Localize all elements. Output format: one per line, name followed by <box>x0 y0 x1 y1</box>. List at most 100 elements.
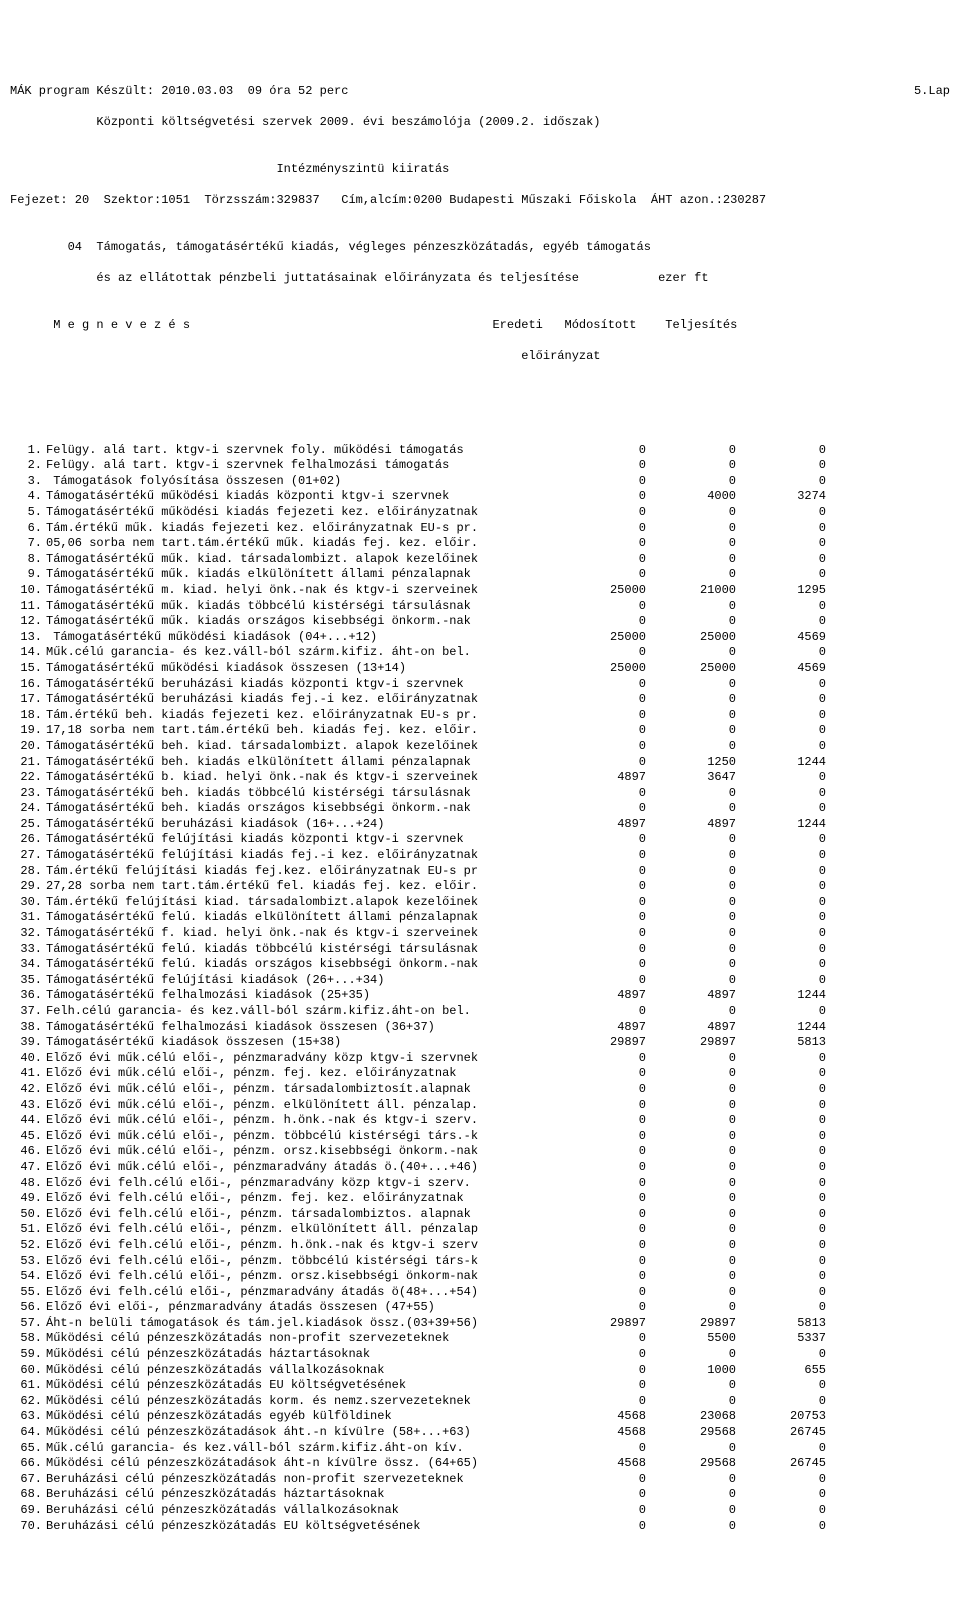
row-description: Támogatásértékű beh. kiad. társadalombiz… <box>46 739 556 755</box>
row-description: Támogatásértékű felhalmozási kiadások ös… <box>46 1020 556 1036</box>
row-number: 63. <box>10 1409 46 1425</box>
row-description: Támogatásértékű kiadások összesen (15+38… <box>46 1035 556 1051</box>
row-value-a: 0 <box>556 723 646 739</box>
row-value-b: 3647 <box>646 770 736 786</box>
row-value-c: 1295 <box>736 583 826 599</box>
row-value-b: 0 <box>646 1378 736 1394</box>
table-row: 17.Támogatásértékű beruházási kiadás fej… <box>10 692 950 708</box>
row-value-b: 21000 <box>646 583 736 599</box>
row-value-c: 0 <box>736 1066 826 1082</box>
row-number: 34. <box>10 957 46 973</box>
row-description: Támogatások folyósítása összesen (01+02) <box>46 474 556 490</box>
row-value-b: 0 <box>646 474 736 490</box>
row-value-c: 4569 <box>736 630 826 646</box>
row-value-c: 0 <box>736 1129 826 1145</box>
row-number: 65. <box>10 1441 46 1457</box>
row-description: Működési célú pénzeszközátadások áht-n k… <box>46 1456 556 1472</box>
row-value-b: 29568 <box>646 1425 736 1441</box>
table-row: 33.Támogatásértékű felú. kiadás többcélú… <box>10 942 950 958</box>
row-value-a: 0 <box>556 801 646 817</box>
blank-line <box>10 380 950 396</box>
table-row: 53.Előző évi felh.célú elői-, pénzm. töb… <box>10 1254 950 1270</box>
table-row: 36.Támogatásértékű felhalmozási kiadások… <box>10 988 950 1004</box>
row-value-a: 0 <box>556 692 646 708</box>
table-row: 48.Előző évi felh.célú elői-, pénzmaradv… <box>10 1176 950 1192</box>
row-value-c: 0 <box>736 521 826 537</box>
row-value-a: 0 <box>556 1285 646 1301</box>
row-number: 18. <box>10 708 46 724</box>
row-description: Előző évi műk.célú elői-, pénzm. orsz.ki… <box>46 1144 556 1160</box>
row-value-a: 0 <box>556 957 646 973</box>
row-value-c: 0 <box>736 926 826 942</box>
row-number: 23. <box>10 786 46 802</box>
row-number: 22. <box>10 770 46 786</box>
row-description: Támogatásértékű beh. kiadás többcélú kis… <box>46 786 556 802</box>
row-value-b: 0 <box>646 786 736 802</box>
row-value-c: 0 <box>736 1487 826 1503</box>
row-number: 44. <box>10 1113 46 1129</box>
row-value-c: 3274 <box>736 489 826 505</box>
row-description: 05,06 sorba nem tart.tám.értékű műk. kia… <box>46 536 556 552</box>
row-description: Előző évi műk.célú elői-, pénzmaradvány … <box>46 1160 556 1176</box>
row-number: 31. <box>10 910 46 926</box>
row-number: 58. <box>10 1331 46 1347</box>
row-value-b: 0 <box>646 521 736 537</box>
table-row: 62.Működési célú pénzeszközátadás korm. … <box>10 1394 950 1410</box>
row-value-a: 0 <box>556 755 646 771</box>
row-value-b: 0 <box>646 708 736 724</box>
row-value-b: 29897 <box>646 1035 736 1051</box>
table-row: 40.Előző évi műk.célú elői-, pénzmaradvá… <box>10 1051 950 1067</box>
row-value-a: 0 <box>556 1082 646 1098</box>
table-row: 70.Beruházási célú pénzeszközátadás EU k… <box>10 1519 950 1535</box>
row-value-a: 0 <box>556 458 646 474</box>
row-value-c: 0 <box>736 1300 826 1316</box>
table-row: 32.Támogatásértékű f. kiad. helyi önk.-n… <box>10 926 950 942</box>
row-value-c: 0 <box>736 910 826 926</box>
row-value-b: 4897 <box>646 1020 736 1036</box>
row-description: Felügy. alá tart. ktgv-i szervnek foly. … <box>46 443 556 459</box>
row-value-c: 0 <box>736 786 826 802</box>
row-value-c: 0 <box>736 567 826 583</box>
row-description: Működési célú pénzeszközátadás EU költsé… <box>46 1378 556 1394</box>
table-row: 18.Tám.értékű beh. kiadás fejezeti kez. … <box>10 708 950 724</box>
row-value-a: 0 <box>556 1441 646 1457</box>
table-row: 52.Előző évi felh.célú elői-, pénzm. h.ö… <box>10 1238 950 1254</box>
row-number: 68. <box>10 1487 46 1503</box>
table-row: 39.Támogatásértékű kiadások összesen (15… <box>10 1035 950 1051</box>
row-value-c: 0 <box>736 443 826 459</box>
row-number: 62. <box>10 1394 46 1410</box>
table-row: 34.Támogatásértékű felú. kiadás országos… <box>10 957 950 973</box>
table-row: 25.Támogatásértékű beruházási kiadások (… <box>10 817 950 833</box>
row-number: 27. <box>10 848 46 864</box>
row-number: 49. <box>10 1191 46 1207</box>
row-value-c: 1244 <box>736 755 826 771</box>
table-row: 27.Támogatásértékű felújítási kiadás fej… <box>10 848 950 864</box>
table-row: 2.Felügy. alá tart. ktgv-i szervnek felh… <box>10 458 950 474</box>
row-number: 7. <box>10 536 46 552</box>
table-row: 45.Előző évi műk.célú elői-, pénzm. több… <box>10 1129 950 1145</box>
row-description: Előző évi műk.célú elői-, pénzm. elkülön… <box>46 1098 556 1114</box>
row-description: Előző évi műk.célú elői-, pénzm. többcél… <box>46 1129 556 1145</box>
row-value-a: 0 <box>556 1066 646 1082</box>
row-description: Előző évi felh.célú elői-, pénzm. elkülö… <box>46 1222 556 1238</box>
row-value-a: 0 <box>556 1207 646 1223</box>
table-row: 37.Felh.célú garancia- és kez.váll-ból s… <box>10 1004 950 1020</box>
row-value-a: 0 <box>556 1519 646 1535</box>
row-value-c: 0 <box>736 599 826 615</box>
row-description: 27,28 sorba nem tart.tám.értékű fel. kia… <box>46 879 556 895</box>
table-row: 69.Beruházási célú pénzeszközátadás váll… <box>10 1503 950 1519</box>
row-value-c: 0 <box>736 1519 826 1535</box>
table-row: 60.Működési célú pénzeszközátadás vállal… <box>10 1363 950 1379</box>
table-row: 46.Előző évi műk.célú elői-, pénzm. orsz… <box>10 1144 950 1160</box>
row-value-b: 0 <box>646 1222 736 1238</box>
row-number: 46. <box>10 1144 46 1160</box>
row-value-a: 0 <box>556 973 646 989</box>
row-description: Támogatásértékű műk. kiadás elkülönített… <box>46 567 556 583</box>
row-number: 11. <box>10 599 46 615</box>
row-value-a: 0 <box>556 739 646 755</box>
row-number: 33. <box>10 942 46 958</box>
table-row: 65.Műk.célú garancia- és kez.váll-ból sz… <box>10 1441 950 1457</box>
row-number: 20. <box>10 739 46 755</box>
table-row: 21.Támogatásértékű beh. kiadás elkülönít… <box>10 755 950 771</box>
row-value-b: 4897 <box>646 817 736 833</box>
